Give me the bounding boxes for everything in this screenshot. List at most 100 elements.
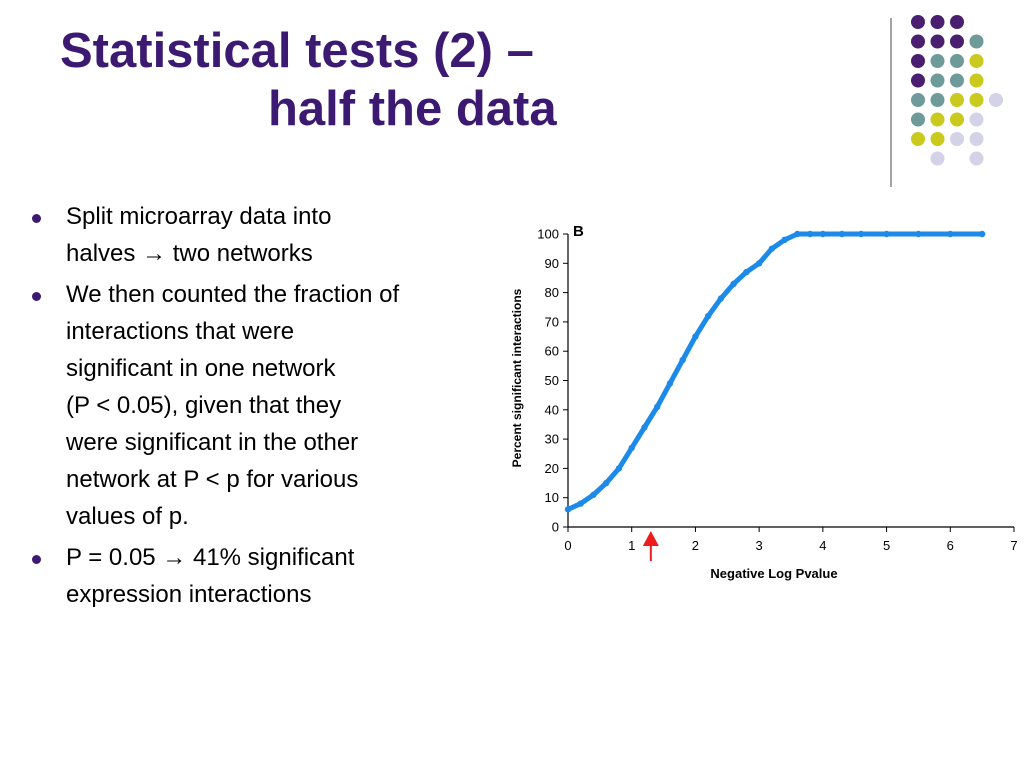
bullet-line: were significant in the other	[66, 429, 359, 456]
data-point	[641, 424, 648, 431]
decorative-dot	[950, 34, 964, 49]
data-point	[768, 245, 776, 252]
decorative-dot	[969, 34, 984, 49]
bullet-line: halves → two networks	[66, 240, 313, 267]
data-point	[679, 356, 686, 364]
bullet-marker	[32, 292, 41, 301]
line-chart: B Percent significant interactions Negat…	[510, 223, 1018, 581]
x-tick-label: 4	[819, 538, 826, 553]
y-tick-label: 100	[537, 227, 559, 242]
decorative-dot	[930, 132, 945, 146]
y-tick-label: 70	[545, 314, 559, 329]
data-point	[717, 295, 725, 302]
chart-panel-label: B	[573, 223, 584, 240]
decorative-dot	[969, 54, 984, 68]
decorative-dot	[969, 93, 984, 107]
x-tick-label: 7	[1010, 538, 1017, 553]
x-tick-label: 5	[883, 538, 890, 553]
bullet-marker	[32, 214, 41, 223]
x-tick-label: 0	[564, 538, 571, 553]
decorative-dot	[911, 73, 925, 88]
chart-marker	[642, 531, 659, 561]
data-point	[781, 236, 788, 244]
decorative-dot	[930, 15, 945, 29]
decorative-dot	[989, 93, 1003, 107]
decorative-dot	[930, 34, 945, 49]
bullet-line: network at P < p for various	[66, 466, 359, 493]
y-tick-label: 30	[545, 432, 559, 447]
decorative-dot	[911, 15, 925, 29]
decorative-dot	[950, 15, 964, 29]
decorative-dot	[930, 73, 945, 88]
decorative-dot	[911, 54, 925, 68]
data-point	[838, 230, 846, 238]
data-point	[704, 312, 712, 320]
y-tick-label: 50	[545, 373, 559, 388]
decorative-dot	[930, 112, 945, 127]
x-tick-label: 2	[692, 538, 699, 553]
decorative-dot	[950, 73, 964, 88]
data-point	[603, 479, 610, 487]
decorative-dot	[950, 54, 964, 68]
bullet-item: Split microarray data into halves → two …	[30, 198, 510, 272]
decorative-dot	[950, 132, 964, 146]
data-point	[806, 230, 814, 238]
bullet-line: interactions that were	[66, 318, 295, 345]
decorative-dot	[969, 151, 984, 166]
y-tick-label: 20	[545, 461, 559, 476]
data-point	[755, 260, 763, 267]
data-point	[590, 491, 597, 498]
decorative-dot	[911, 112, 925, 127]
data-point	[615, 465, 623, 472]
series-line	[565, 231, 985, 512]
chart-x-axis-label: Negative Log Pvalue	[710, 566, 837, 581]
chart-series	[564, 230, 986, 513]
data-point	[947, 230, 954, 238]
data-point	[857, 230, 865, 238]
bullet-item: P = 0.05 → 41% significant expression in…	[30, 539, 510, 613]
data-point	[794, 230, 801, 238]
decorative-dot	[930, 93, 945, 107]
decorative-dot	[950, 93, 964, 107]
slide-title: Statistical tests (2) – half the data	[60, 22, 620, 138]
title-line-1: Statistical tests (2) –	[60, 24, 534, 78]
y-tick-label: 90	[545, 256, 559, 271]
y-tick-label: 80	[545, 285, 559, 300]
decorative-dot	[930, 151, 945, 166]
bullet-marker	[32, 555, 41, 564]
data-point	[628, 444, 635, 452]
chart-y-axis-label: Percent significant interactions	[510, 288, 524, 467]
y-tick-label: 10	[545, 490, 559, 505]
data-point	[915, 230, 922, 238]
data-point	[730, 280, 737, 288]
decorative-dot	[911, 34, 925, 49]
data-point	[666, 380, 674, 387]
x-tick-label: 1	[628, 538, 635, 553]
data-point	[819, 230, 827, 238]
data-point	[577, 500, 584, 507]
y-tick-label: 0	[552, 520, 559, 535]
y-tick-label: 40	[545, 402, 559, 417]
bullet-line: significant in one network	[66, 355, 336, 382]
x-tick-label: 6	[947, 538, 954, 553]
bullet-line: P = 0.05 → 41% significant	[66, 544, 355, 571]
data-point	[564, 506, 572, 513]
data-point	[978, 230, 986, 238]
bullet-list: Split microarray data into halves → two …	[30, 198, 510, 617]
decorative-dot	[930, 54, 945, 68]
bullet-item: We then counted the fraction of interact…	[30, 276, 510, 535]
decorative-dot	[911, 93, 925, 107]
decorative-dot	[950, 112, 964, 127]
data-point	[654, 403, 661, 411]
data-point	[883, 230, 890, 238]
y-tick-label: 60	[545, 344, 559, 359]
title-line-2: half the data	[268, 82, 557, 136]
decorative-dot	[969, 132, 984, 146]
bullet-line: We then counted the fraction of	[66, 281, 400, 308]
marker-arrow-head	[642, 531, 659, 546]
data-point	[743, 268, 750, 276]
data-point	[692, 333, 699, 340]
decorative-dot	[911, 132, 925, 146]
bullet-line: values of p.	[66, 503, 189, 530]
